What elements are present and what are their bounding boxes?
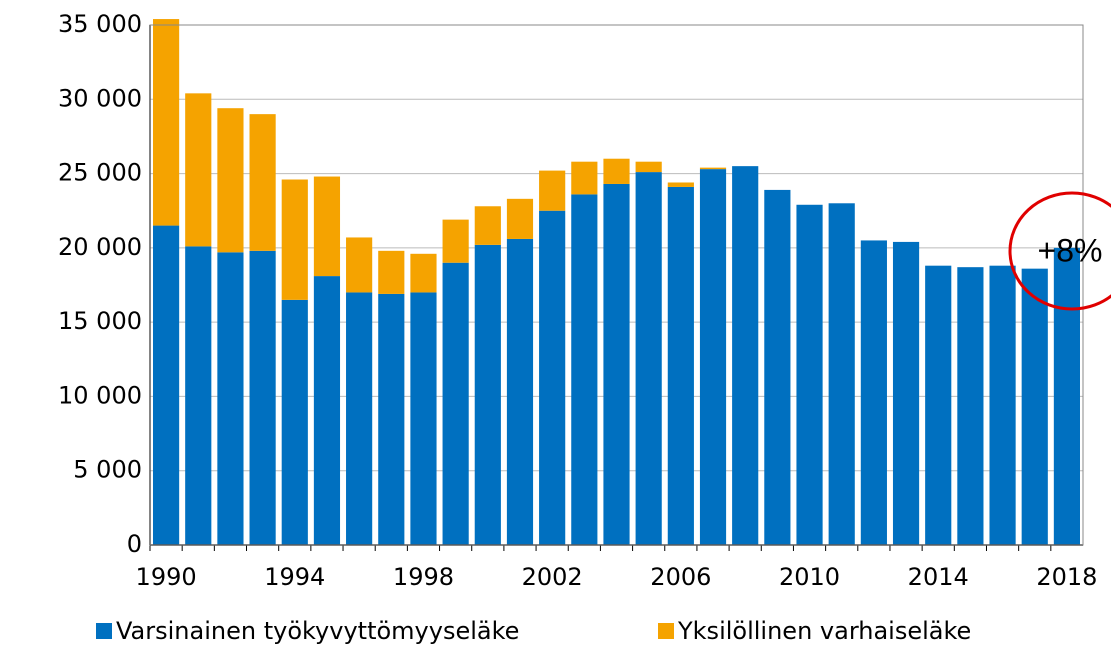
bar-segment <box>281 179 308 300</box>
bar-segment <box>732 166 759 545</box>
bar-segment <box>699 167 727 170</box>
bar-segment <box>539 170 566 211</box>
annotation-circle <box>1008 191 1111 311</box>
bar-segment <box>957 267 984 545</box>
bar-segment <box>153 225 180 546</box>
bar-segment <box>378 250 405 294</box>
bar-segment <box>185 93 212 247</box>
bar-segment <box>249 114 276 251</box>
y-tick-label: 25 000 <box>58 159 142 187</box>
bar-segment <box>313 276 341 545</box>
bar-segment <box>892 241 920 545</box>
bar-segment <box>313 176 341 277</box>
bar-segment <box>185 246 212 545</box>
bar-segment <box>249 250 276 546</box>
bar-segment <box>346 292 373 545</box>
y-tick-label: 10 000 <box>58 381 142 409</box>
bar-segment <box>764 189 791 545</box>
bar-segment <box>1053 247 1080 545</box>
bar-segment <box>410 292 437 545</box>
bar-segment <box>410 253 437 293</box>
bar-segment <box>474 244 501 545</box>
bar-segment <box>635 172 662 546</box>
legend-label: Yksilöllinen varhaiseläke <box>677 617 971 645</box>
bar-segment <box>571 194 598 545</box>
x-tick-label: 2018 <box>1036 563 1097 591</box>
bar-segment <box>860 240 887 545</box>
bar-segment <box>153 19 180 226</box>
bar-segment <box>699 169 727 545</box>
bar-segment <box>635 161 662 173</box>
bar-segment <box>796 204 823 545</box>
bar-segment <box>925 265 952 545</box>
x-tick-label: 2014 <box>908 563 969 591</box>
bar-segment <box>474 206 501 245</box>
bar-segment <box>281 299 308 545</box>
bar-segment <box>506 198 534 239</box>
bar-segment <box>442 219 469 263</box>
bar-segment <box>989 265 1016 545</box>
bar-segment <box>603 158 630 184</box>
y-tick-label: 15 000 <box>58 307 142 335</box>
bar-segment <box>442 262 469 545</box>
bar-segment <box>346 237 373 293</box>
legend-swatch <box>658 623 674 639</box>
bar-segment <box>217 108 244 253</box>
bar-segment <box>1021 268 1048 545</box>
bar-segment <box>378 293 405 545</box>
y-tick-label: 0 <box>127 530 142 558</box>
bar-segment <box>571 161 598 195</box>
x-tick-label: 2010 <box>779 563 840 591</box>
bar-segment <box>828 203 855 546</box>
bar-segment <box>539 210 566 545</box>
y-tick-label: 20 000 <box>58 233 142 261</box>
bar-segment <box>667 182 694 187</box>
x-tick-label: 2006 <box>650 563 711 591</box>
annotation: +8% <box>1038 232 1103 268</box>
bar-segment <box>506 238 534 545</box>
bar-segment <box>667 186 694 545</box>
legend-label: Varsinainen työkyvyttömyyseläke <box>116 617 519 645</box>
y-tick-label: 5 000 <box>73 456 142 484</box>
y-tick-label: 35 000 <box>58 10 142 38</box>
legend-swatch <box>96 623 112 639</box>
x-tick-label: 2002 <box>522 563 583 591</box>
y-tick-label: 30 000 <box>58 84 142 112</box>
plot-frame <box>149 24 1084 546</box>
x-tick-label: 1994 <box>264 563 325 591</box>
x-tick-label: 1998 <box>393 563 454 591</box>
bar-segment <box>603 183 630 545</box>
bar-segment <box>217 252 244 546</box>
x-tick-label: 1990 <box>136 563 197 591</box>
